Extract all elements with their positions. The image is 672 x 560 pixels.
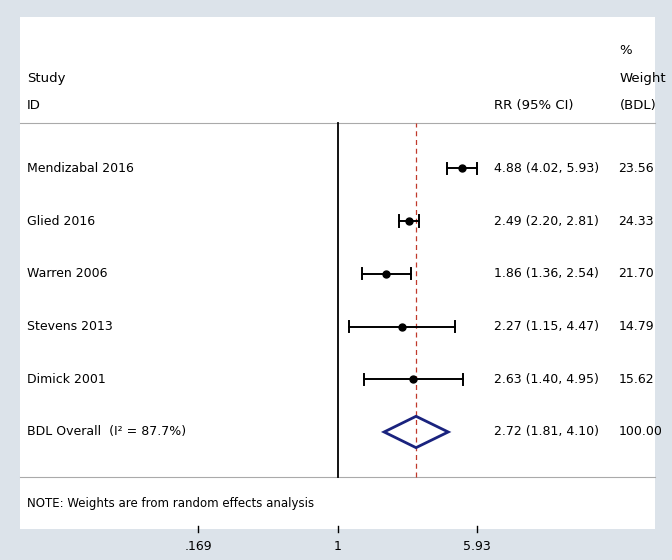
- Text: 15.62: 15.62: [618, 373, 654, 386]
- Text: ID: ID: [27, 99, 41, 112]
- Text: (BDL): (BDL): [620, 99, 657, 112]
- Text: Glied 2016: Glied 2016: [27, 214, 95, 227]
- Text: 5.93: 5.93: [463, 540, 491, 553]
- Text: 23.56: 23.56: [618, 162, 654, 175]
- Text: Dimick 2001: Dimick 2001: [27, 373, 106, 386]
- Text: 2.27 (1.15, 4.47): 2.27 (1.15, 4.47): [494, 320, 599, 333]
- FancyBboxPatch shape: [20, 17, 655, 529]
- Text: 2.63 (1.40, 4.95): 2.63 (1.40, 4.95): [494, 373, 599, 386]
- Text: 21.70: 21.70: [618, 267, 654, 281]
- Text: Stevens 2013: Stevens 2013: [27, 320, 113, 333]
- Text: .169: .169: [184, 540, 212, 553]
- Text: 2.72 (1.81, 4.10): 2.72 (1.81, 4.10): [494, 426, 599, 438]
- Text: Mendizabal 2016: Mendizabal 2016: [27, 162, 134, 175]
- Text: 24.33: 24.33: [618, 214, 654, 227]
- Text: 2.49 (2.20, 2.81): 2.49 (2.20, 2.81): [494, 214, 599, 227]
- Text: Warren 2006: Warren 2006: [27, 267, 108, 281]
- Text: 100.00: 100.00: [618, 426, 662, 438]
- Text: NOTE: Weights are from random effects analysis: NOTE: Weights are from random effects an…: [27, 497, 314, 510]
- Text: %: %: [620, 44, 632, 57]
- Text: BDL Overall  (I² = 87.7%): BDL Overall (I² = 87.7%): [27, 426, 186, 438]
- Text: Weight: Weight: [620, 72, 666, 85]
- Text: 1: 1: [334, 540, 341, 553]
- Text: 1.86 (1.36, 2.54): 1.86 (1.36, 2.54): [494, 267, 599, 281]
- Text: Study: Study: [27, 72, 65, 85]
- Text: 4.88 (4.02, 5.93): 4.88 (4.02, 5.93): [494, 162, 599, 175]
- Text: RR (95% CI): RR (95% CI): [494, 99, 573, 112]
- Text: 14.79: 14.79: [618, 320, 654, 333]
